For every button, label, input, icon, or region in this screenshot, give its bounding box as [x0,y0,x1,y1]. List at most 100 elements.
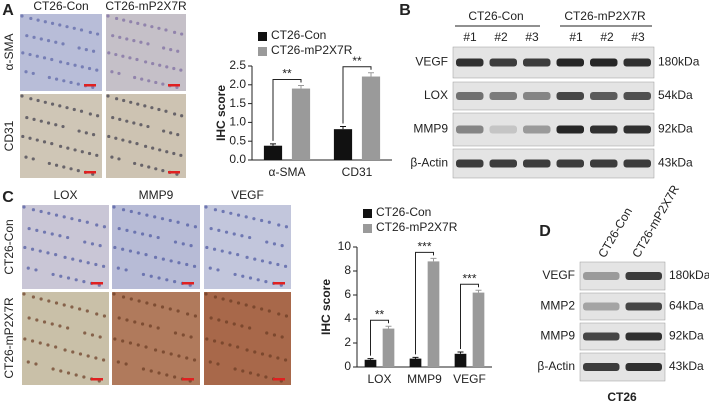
cell [95,312,99,316]
blot-band [556,58,584,67]
cell [180,114,184,118]
cell [83,331,87,335]
cell [153,348,158,352]
cell [252,217,256,221]
cell [82,375,86,379]
cell [165,373,169,377]
cell [58,60,63,64]
cell [124,268,128,272]
cell [267,309,271,313]
cell [137,211,141,215]
cell [34,362,38,366]
cell [107,134,111,139]
cell [86,354,90,358]
blot-band [523,159,551,168]
cell [25,115,29,120]
cell [172,112,177,116]
cell [153,255,158,259]
cell [265,331,269,335]
cell [42,230,47,234]
blot-band [456,125,484,134]
cell [22,205,26,209]
y-axis-label: IHC score [214,85,228,141]
cell [72,107,76,112]
cell [95,153,99,157]
bar [364,359,377,367]
cell [165,278,169,282]
lane-label: #2 [600,30,614,44]
cell [136,343,140,347]
cell [115,97,119,101]
cell [148,324,152,328]
blot-band [590,159,618,168]
cell [85,220,89,224]
cell [146,124,150,129]
cell [193,314,198,318]
cell [204,292,208,296]
cell [193,225,198,229]
cell [35,318,39,322]
error-bar [367,358,374,360]
cell [39,37,43,41]
legend-label: CT26-Con [376,205,431,219]
cell [236,213,241,217]
cell [140,322,145,326]
cell [74,278,78,282]
cell [220,341,224,345]
cell [136,251,140,255]
blot-band [456,159,484,168]
protein-label: MMP2 [540,299,575,313]
cell [106,14,110,18]
cell [284,225,289,229]
significance: ** [282,67,292,81]
cell [21,51,25,55]
cell [54,40,58,44]
cell [149,274,153,278]
cell [135,57,139,62]
cell [39,209,43,214]
cell [284,314,289,318]
cell [157,371,161,375]
blot-band [623,159,651,168]
cell [31,208,36,212]
significance: *** [417,240,431,254]
cell [147,79,151,83]
micrograph [204,292,291,385]
cell [31,157,35,161]
blot-band [583,332,620,341]
cell [54,345,58,349]
cell [264,280,268,284]
cell [168,218,172,223]
cell [63,348,67,352]
legend-swatch [363,224,372,233]
significance-bracket [415,251,434,355]
cell [179,68,183,72]
cell [72,26,76,30]
cell [260,352,265,356]
error-bar [457,351,464,354]
cell [90,242,95,246]
cell [139,123,143,127]
blot-band [623,92,651,100]
cell [161,169,165,173]
x-tick-label: α-SMA [269,165,306,179]
cell [268,354,272,358]
cell [276,262,280,267]
y-axis-label: IHC score [319,279,333,335]
cell [70,217,74,221]
row-label: CT26-mP2X7R [2,297,16,379]
significance-bracket [460,283,479,349]
cell [28,52,32,57]
cell [164,109,168,113]
cell [66,326,70,330]
cell [277,223,281,227]
cell [50,102,55,106]
blot-band [590,58,618,67]
cell [90,333,95,337]
bar [361,76,381,160]
cell [148,234,152,238]
blot-band [456,92,484,100]
cell [121,247,125,251]
row-label: CT26-Con [2,219,16,274]
cell [112,205,116,209]
